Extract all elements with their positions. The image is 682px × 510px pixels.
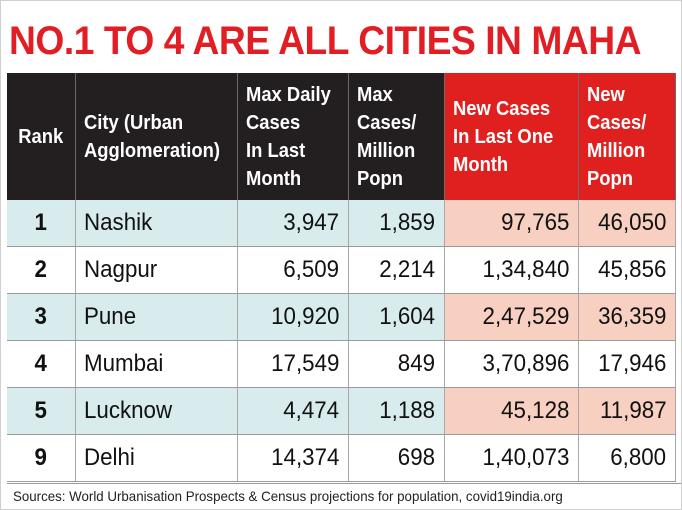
column-header-max-cases-per-million: Max Cases/ Million Popn [348, 73, 445, 200]
chart-title: NO.1 TO 4 ARE ALL CITIES IN MAHA [9, 18, 642, 63]
new-cases-cell: 2,47,529 [444, 293, 579, 341]
rank-cell: 9 [7, 434, 76, 482]
city-cell: Nashik [75, 200, 238, 247]
table-body: 1 Nashik 3,947 1,859 97,765 46,050 2 Nagpur 6,50… [7, 200, 676, 482]
city-cell: Mumbai [75, 340, 238, 388]
max-cases-per-million-cell: 2,214 [348, 246, 445, 294]
rank-cell: 4 [7, 340, 76, 388]
city-cell: Nagpur [75, 246, 238, 294]
max-cases-per-million-cell: 1,188 [348, 387, 445, 435]
city-cell: Pune [75, 293, 238, 341]
max-daily-cases-cell: 10,920 [237, 293, 349, 341]
max-cases-per-million-cell: 698 [348, 434, 445, 482]
max-cases-per-million-cell: 1,604 [348, 293, 445, 341]
table-row: 1 Nashik 3,947 1,859 97,765 46,050 [7, 200, 676, 247]
new-cases-per-million-cell: 11,987 [578, 387, 676, 435]
cases-table: Rank City (Urban Agglomeration) Max Dail… [7, 73, 676, 482]
new-cases-cell: 97,765 [444, 200, 579, 247]
max-daily-cases-cell: 3,947 [237, 200, 349, 247]
column-header-rank: Rank [7, 73, 76, 200]
new-cases-cell: 3,70,896 [444, 340, 579, 388]
column-header-city: City (Urban Agglomeration) [75, 73, 238, 200]
column-header-max-daily-cases: Max Daily Cases In Last Month [237, 73, 349, 200]
city-cell: Delhi [75, 434, 238, 482]
table-row: 3 Pune 10,920 1,604 2,47,529 36,359 [7, 293, 676, 341]
max-daily-cases-cell: 6,509 [237, 246, 349, 294]
new-cases-cell: 45,128 [444, 387, 579, 435]
header-row: Rank City (Urban Agglomeration) Max Dail… [7, 73, 676, 200]
top-rule [1, 1, 681, 7]
table-row: 9 Delhi 14,374 698 1,40,073 6,800 [7, 434, 676, 482]
rank-cell: 3 [7, 293, 76, 341]
column-header-new-cases-per-million: New Cases/ Million Popn [578, 73, 676, 200]
new-cases-per-million-cell: 45,856 [578, 246, 676, 294]
rank-cell: 2 [7, 246, 76, 294]
new-cases-per-million-cell: 17,946 [578, 340, 676, 388]
max-daily-cases-cell: 17,549 [237, 340, 349, 388]
city-cell: Lucknow [75, 387, 238, 435]
new-cases-cell: 1,34,840 [444, 246, 579, 294]
new-cases-cell: 1,40,073 [444, 434, 579, 482]
new-cases-per-million-cell: 46,050 [578, 200, 676, 247]
column-header-new-cases-last-month: New Cases In Last One Month [444, 73, 579, 200]
table-row: 2 Nagpur 6,509 2,214 1,34,840 45,856 [7, 246, 676, 294]
table-row: 5 Lucknow 4,474 1,188 45,128 11,987 [7, 387, 676, 435]
max-cases-per-million-cell: 849 [348, 340, 445, 388]
source-note: Sources: World Urbanisation Prospects & … [7, 483, 681, 508]
new-cases-per-million-cell: 36,359 [578, 293, 676, 341]
rank-cell: 5 [7, 387, 76, 435]
max-daily-cases-cell: 14,374 [237, 434, 349, 482]
new-cases-per-million-cell: 6,800 [578, 434, 676, 482]
max-daily-cases-cell: 4,474 [237, 387, 349, 435]
table-row: 4 Mumbai 17,549 849 3,70,896 17,946 [7, 340, 676, 388]
rank-cell: 1 [7, 200, 76, 247]
max-cases-per-million-cell: 1,859 [348, 200, 445, 247]
